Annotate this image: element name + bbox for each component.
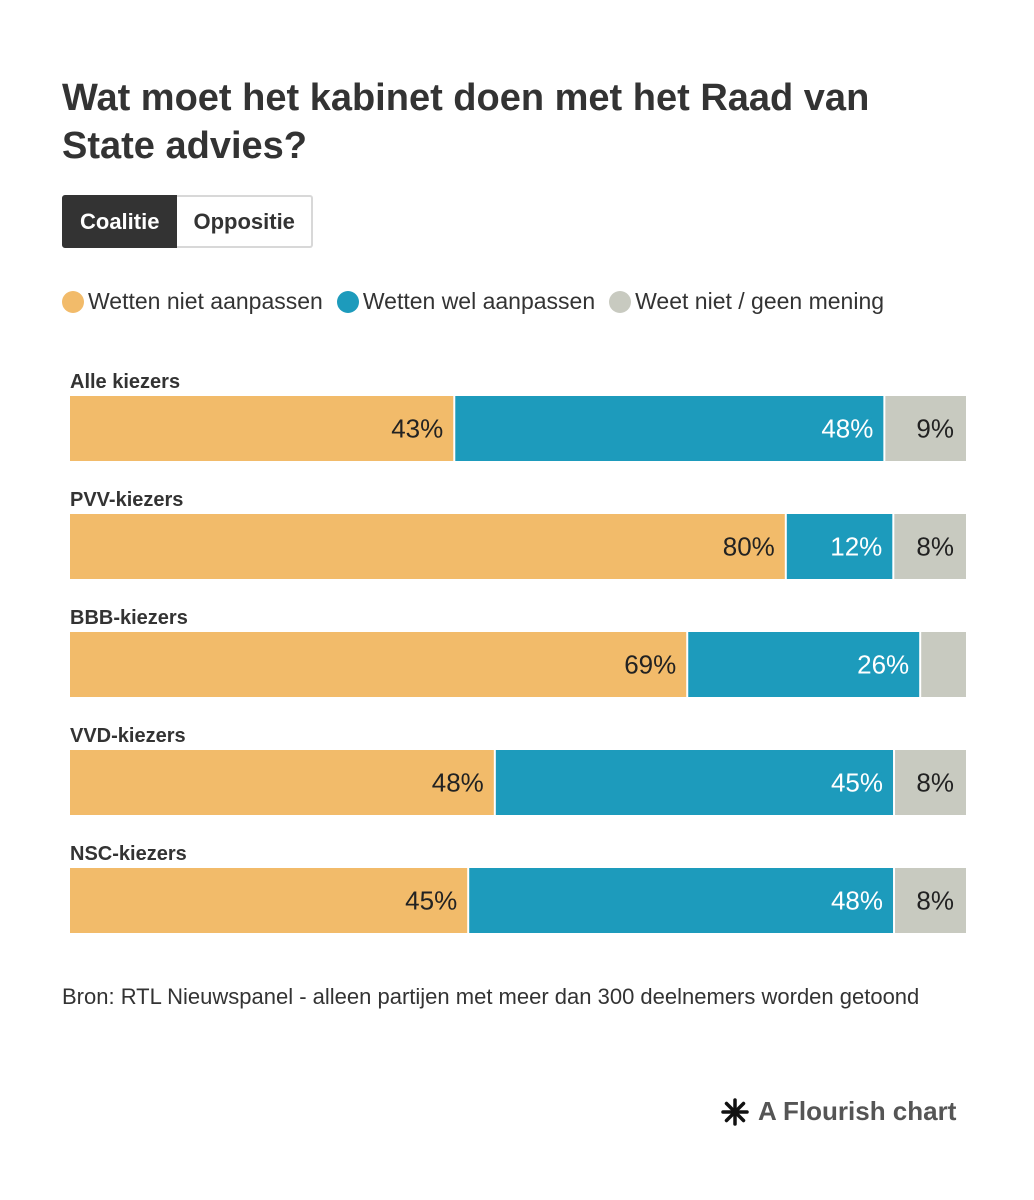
bar-segment[interactable] <box>885 396 966 461</box>
legend-item-wetten-wel-aanpassen[interactable]: Wetten wel aanpassen <box>336 288 596 315</box>
category-label: PVV-kiezers <box>70 489 183 511</box>
bar-segment[interactable] <box>455 396 884 461</box>
data-label: 9% <box>916 414 954 444</box>
data-label: 48% <box>831 886 883 916</box>
bar-segment[interactable] <box>70 514 785 579</box>
legend: Wetten niet aanpassen Wetten wel aanpass… <box>62 288 898 315</box>
flourish-brand-label: A Flourish chart <box>758 1096 957 1126</box>
flourish-brand[interactable]: A Flourish chart <box>720 1096 956 1127</box>
flourish-asterisk-icon <box>721 1097 749 1126</box>
category-label: NSC-kiezers <box>70 843 187 865</box>
source-note: Bron: RTL Nieuwspanel - alleen partijen … <box>62 984 920 1009</box>
stacked-bar-chart: Alle kiezers 43% 48% 9% PVV-kiezers 80% 12% 8% B… <box>70 371 966 933</box>
legend-swatch <box>336 290 359 313</box>
group-tabs: Coalitie Oppositie <box>62 195 313 248</box>
bar-segment[interactable] <box>70 632 687 697</box>
data-label: 48% <box>432 768 484 798</box>
data-label: 8% <box>916 768 954 798</box>
data-label: 43% <box>391 414 443 444</box>
category-label: Alle kiezers <box>70 371 180 393</box>
legend-label: Weet niet / geen mening <box>635 288 885 314</box>
data-label: 8% <box>916 532 954 562</box>
bar-segment[interactable] <box>895 868 966 933</box>
bar-segment[interactable] <box>921 632 966 697</box>
data-label: 69% <box>624 650 676 680</box>
data-label: 26% <box>857 650 909 680</box>
category-label: VVD-kiezers <box>70 725 186 747</box>
legend-item-wetten-niet-aanpassen[interactable]: Wetten niet aanpassen <box>62 288 323 315</box>
legend-swatch <box>62 290 84 313</box>
category-label: BBB-kiezers <box>70 607 188 629</box>
bar-segment[interactable] <box>469 868 894 933</box>
bar-segment[interactable] <box>495 750 894 815</box>
bar-segment[interactable] <box>70 868 468 933</box>
bar-segment[interactable] <box>688 632 920 697</box>
legend-swatch <box>609 290 632 313</box>
data-label: 48% <box>821 414 873 444</box>
data-label: 45% <box>405 886 457 916</box>
tab-oppositie[interactable]: Oppositie <box>177 195 313 248</box>
data-label: 80% <box>723 532 775 562</box>
bar-segment[interactable] <box>786 514 893 579</box>
bar-segment[interactable] <box>70 750 494 815</box>
data-label: 45% <box>831 768 883 798</box>
chart-title: Wat moet het kabinet doen met het Raad v… <box>62 77 870 167</box>
data-label: 12% <box>830 532 882 562</box>
bar-segment[interactable] <box>70 396 454 461</box>
tab-coalitie[interactable]: Coalitie <box>62 195 178 248</box>
legend-label: Wetten niet aanpassen <box>88 288 323 314</box>
bar-segment[interactable] <box>895 750 966 815</box>
bar-segment[interactable] <box>894 514 966 579</box>
data-label: 8% <box>916 886 954 916</box>
legend-item-weet-niet[interactable]: Weet niet / geen mening <box>609 288 884 315</box>
legend-label: Wetten wel aanpassen <box>362 288 596 314</box>
